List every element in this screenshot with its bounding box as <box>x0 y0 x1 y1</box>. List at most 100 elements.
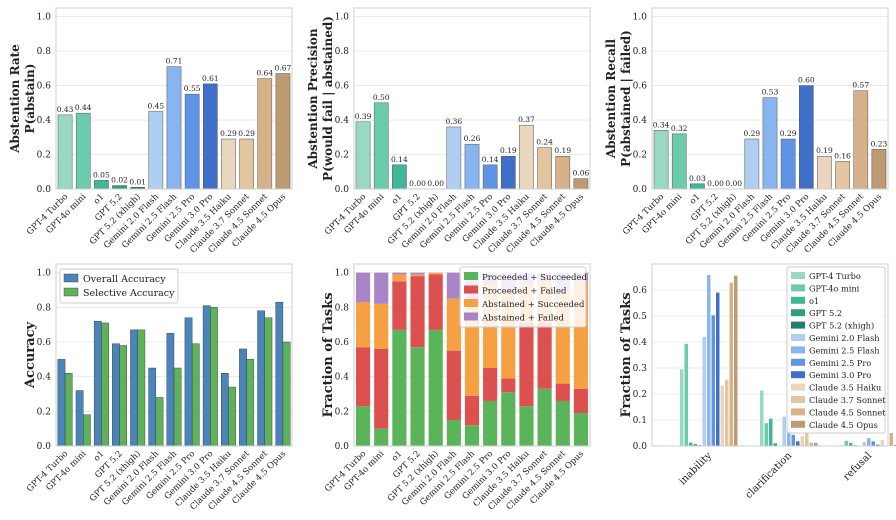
abstention-precision-bar <box>482 164 498 190</box>
tasks-by-category-legend-swatch <box>791 321 805 329</box>
tasks-by-category-legend-swatch <box>791 272 805 279</box>
accuracy-ytick-label: 0.4 <box>37 373 52 383</box>
abstention-rate-bar <box>75 112 91 190</box>
abstention-precision-bar <box>464 143 480 190</box>
fraction-of-tasks-segment <box>501 392 516 446</box>
accuracy-bar <box>202 305 211 447</box>
accuracy-bar <box>112 343 120 447</box>
tasks-by-category-ytick-label: 0.2 <box>633 390 647 400</box>
accuracy-bar <box>137 329 146 447</box>
accuracy-ylabel: Accuracy <box>23 322 38 390</box>
tasks-by-category-bar <box>725 379 729 446</box>
abstention-precision-ytick-label: 0.6 <box>335 82 350 92</box>
abstention-precision-bar <box>446 126 462 190</box>
tasks-by-category-xtick-label: refusal <box>841 450 874 483</box>
tasks-by-category-bar <box>814 442 818 446</box>
abstention-recall-value-label: 0.19 <box>816 146 833 155</box>
tasks-by-category-legend-label: GPT 5.2 (xhigh) <box>809 321 874 331</box>
abstention-precision-ylabel-2: P(would fail | abstained) <box>321 16 335 181</box>
abstention-precision-value-label: 0.50 <box>373 93 390 102</box>
fraction-of-tasks-segment <box>355 302 371 348</box>
abstention-precision-value-label: 0.26 <box>464 134 481 143</box>
fraction-of-tasks-segment <box>374 348 389 429</box>
tasks-by-category-legend-label: GPT-4 Turbo <box>809 271 861 281</box>
tasks-by-category-bar <box>729 282 733 446</box>
abstention-rate-bar <box>202 83 218 190</box>
accuracy-bar <box>83 414 91 447</box>
tasks-by-category-bar <box>876 444 880 446</box>
abstention-recall-bar <box>853 90 869 190</box>
accuracy-bar <box>210 307 218 447</box>
fraction-of-tasks-segment <box>428 272 443 275</box>
tasks-by-category-legend-swatch <box>791 408 805 416</box>
fraction-of-tasks-ytick-label: 0.4 <box>335 373 350 383</box>
abstention-recall-bar <box>798 85 814 190</box>
tasks-by-category-legend-swatch <box>791 309 805 317</box>
abstention-recall-ytick-label: 0.0 <box>633 185 648 195</box>
abstention-rate-bar <box>148 111 164 190</box>
abstention-precision-chart: 0.0 0.2 0.4 0.6 0.8 1.0 Abstention Precision P(… <box>306 7 591 255</box>
abstention-recall-value-label: 0.32 <box>671 124 688 133</box>
tasks-by-category-legend-label: Claude 3.5 Haiku <box>809 383 881 393</box>
abstention-recall-bar <box>817 155 832 190</box>
tasks-by-category-legend-swatch <box>791 334 805 341</box>
fraction-of-tasks-segment <box>483 368 498 401</box>
abstention-recall-ytick-label: 0.4 <box>633 116 648 126</box>
accuracy-bar <box>57 359 66 447</box>
abstention-precision-ylabel: Abstention Precision <box>306 28 320 170</box>
fraction-of-tasks-segment <box>410 276 425 348</box>
abstention-recall-value-label: 0.29 <box>780 129 797 138</box>
accuracy-ytick-label: 0.6 <box>37 338 52 348</box>
abstention-rate-bar <box>239 138 254 190</box>
accuracy-legend-label: Selective Accuracy <box>83 288 175 299</box>
abstention-rate-ytick-label: 0.6 <box>37 82 52 92</box>
tasks-by-category-ytick-label: 0.4 <box>633 338 648 348</box>
abstention-precision-value-label: 0.36 <box>445 117 462 126</box>
fraction-of-tasks-border <box>353 263 591 447</box>
accuracy-bar <box>119 345 127 447</box>
fraction-of-tasks-segment <box>519 322 534 407</box>
tasks-by-category-legend-label: Gemini 3.0 Pro <box>809 370 871 380</box>
fraction-of-tasks-segment <box>355 347 371 407</box>
accuracy-legend: Overall Accuracy Selective Accuracy <box>59 268 179 304</box>
fraction-of-tasks-segment <box>392 329 407 446</box>
abstention-recall-border <box>651 7 889 190</box>
tasks-by-category-ytick-label: 0.3 <box>633 364 648 374</box>
abstention-rate-ytick-label: 0.4 <box>37 116 52 126</box>
fraction-of-tasks-segment <box>446 272 461 299</box>
fraction-of-tasks-segment <box>428 329 443 446</box>
abstention-precision-border <box>353 7 591 190</box>
accuracy-ytick-label: 0.2 <box>37 407 51 417</box>
tasks-by-category-legend-label: Gemini 2.5 Flash <box>809 345 880 355</box>
abstention-recall-bar <box>690 183 705 190</box>
tasks-by-category-bar <box>769 418 773 446</box>
fraction-of-tasks-segment <box>446 350 461 420</box>
fraction-of-tasks-legend-box <box>459 266 587 328</box>
abstention-recall-ytick-label: 1.0 <box>633 13 648 23</box>
tasks-by-category-legend-swatch <box>791 346 805 354</box>
abstention-recall-bar <box>653 130 669 190</box>
fraction-of-tasks-segment <box>537 322 552 389</box>
abstention-precision-value-label: 0.19 <box>500 146 517 155</box>
abstention-recall-bar <box>835 161 850 190</box>
tasks-by-category-bar <box>862 442 866 446</box>
abstention-precision-value-label: 0.00 <box>427 179 444 188</box>
abstention-precision-value-label: 0.39 <box>355 112 372 121</box>
abstention-rate-ytick-label: 0.0 <box>37 185 52 195</box>
abstention-recall-value-label: 0.00 <box>707 179 724 188</box>
tasks-by-category-legend-label: Gemini 2.5 Pro <box>809 358 871 368</box>
fraction-of-tasks-segment <box>392 274 407 282</box>
abstention-precision-ytick-label: 0.4 <box>335 116 350 126</box>
abstention-recall-value-label: 0.57 <box>852 81 869 90</box>
accuracy-ytick-label: 0.0 <box>37 442 52 452</box>
tasks-by-category-legend-swatch <box>791 420 805 428</box>
abstention-precision-bar <box>355 121 371 190</box>
abstention-recall-bar <box>780 138 796 190</box>
fraction-of-tasks-segment <box>555 400 570 446</box>
fraction-of-tasks-segment <box>483 400 498 446</box>
accuracy-bar <box>228 386 236 447</box>
fraction-of-tasks-segment <box>374 428 389 446</box>
